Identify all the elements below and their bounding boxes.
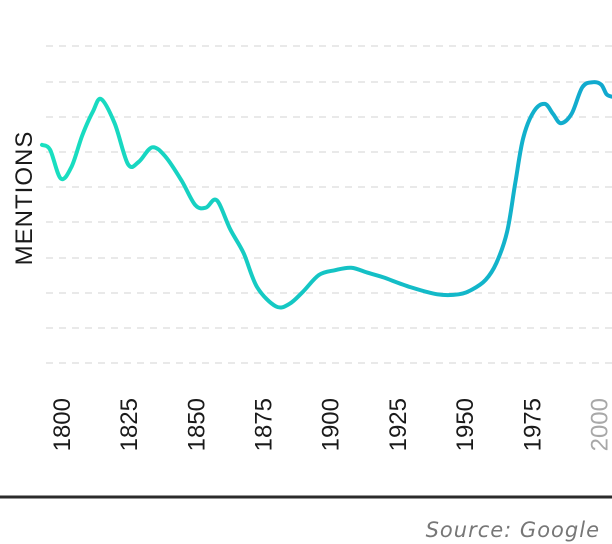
x-tick-label: 1950 — [452, 398, 479, 451]
x-tick-label: 1975 — [519, 398, 546, 451]
x-tick-label: 2000 — [587, 398, 612, 451]
x-tick-label: 1825 — [116, 398, 143, 451]
gridlines — [46, 45, 612, 364]
x-tick-labels: 1800 1825 1850 1875 1900 1925 1950 1975 2000 — [49, 398, 612, 451]
x-tick-label: 1850 — [183, 398, 210, 451]
series-line-mentions — [40, 80, 612, 310]
y-axis-label: MENTIONS — [11, 131, 38, 266]
x-tick-label: 1925 — [385, 398, 412, 451]
x-tick-label: 1900 — [318, 398, 345, 451]
x-tick-label: 1875 — [251, 398, 278, 451]
x-tick-label: 1800 — [49, 398, 76, 451]
source-note: Source: Google — [426, 518, 600, 542]
